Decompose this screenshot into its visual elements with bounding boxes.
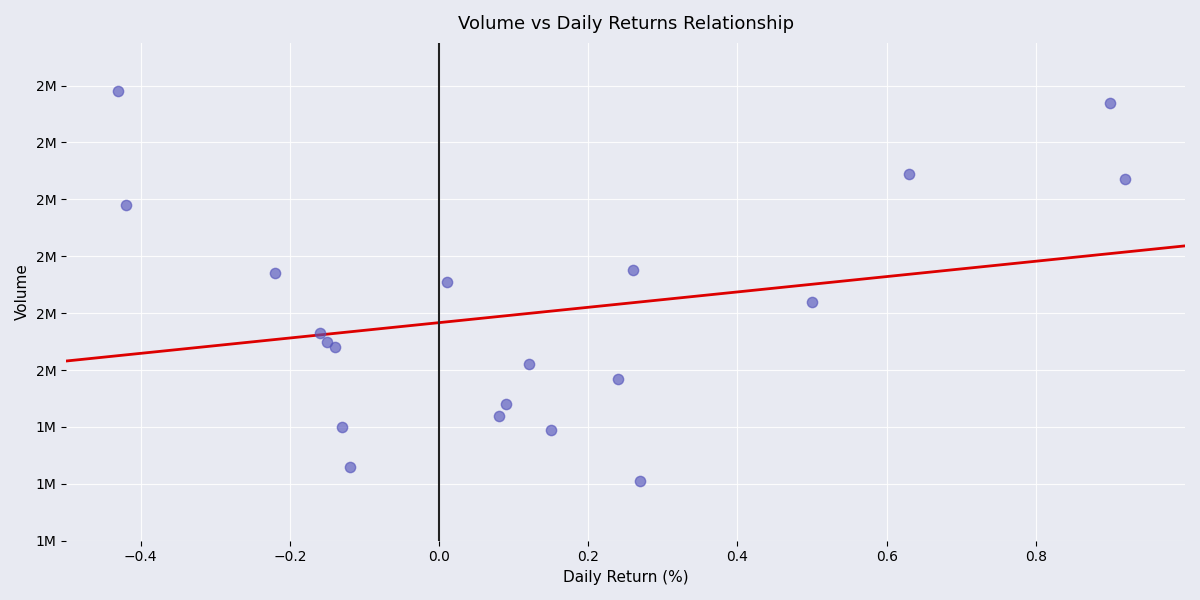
Point xyxy=(325,343,344,352)
Point xyxy=(541,425,560,434)
Point xyxy=(318,337,337,346)
Title: Volume vs Daily Returns Relationship: Volume vs Daily Returns Relationship xyxy=(457,15,793,33)
Point xyxy=(109,86,128,96)
Point xyxy=(116,200,136,210)
Point xyxy=(608,374,628,383)
Point xyxy=(497,400,516,409)
X-axis label: Daily Return (%): Daily Return (%) xyxy=(563,570,689,585)
Point xyxy=(803,297,822,307)
Point xyxy=(340,462,359,472)
Point xyxy=(437,277,456,287)
Point xyxy=(490,411,509,421)
Point xyxy=(1100,98,1120,107)
Point xyxy=(520,359,539,369)
Point xyxy=(900,169,919,179)
Point xyxy=(332,422,352,432)
Point xyxy=(631,476,650,486)
Point xyxy=(265,269,284,278)
Point xyxy=(310,328,329,338)
Point xyxy=(624,266,643,275)
Point xyxy=(1116,175,1135,184)
Y-axis label: Volume: Volume xyxy=(16,263,30,320)
